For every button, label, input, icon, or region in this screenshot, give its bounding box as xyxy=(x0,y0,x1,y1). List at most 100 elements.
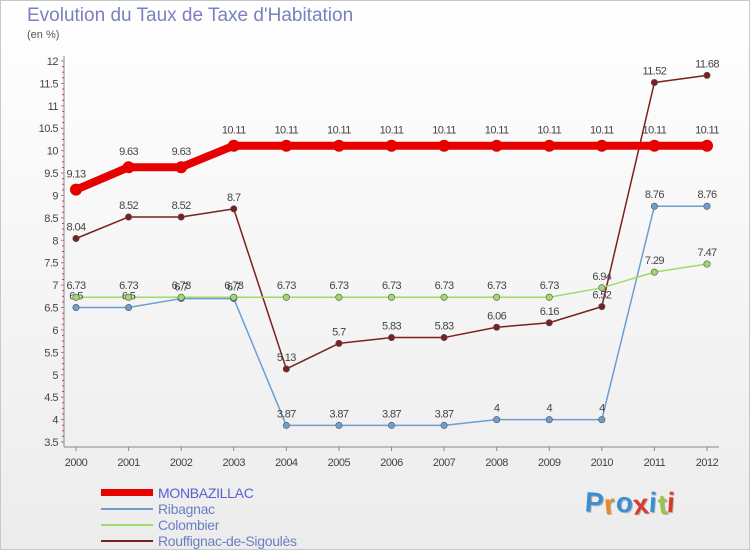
data-point xyxy=(440,293,448,301)
x-tick-label: 2004 xyxy=(275,457,298,469)
data-label: 7.47 xyxy=(697,247,716,259)
data-point xyxy=(650,202,658,210)
data-point xyxy=(438,139,451,152)
data-label: 6.73 xyxy=(66,280,85,292)
data-label: 6.73 xyxy=(382,280,401,292)
data-point xyxy=(387,334,395,342)
y-tick-label: 4.5 xyxy=(44,392,58,404)
series-line xyxy=(72,141,711,194)
data-point xyxy=(387,421,395,429)
data-point xyxy=(72,304,80,312)
data-point xyxy=(332,139,345,152)
data-label: 8.76 xyxy=(697,189,716,201)
data-label: 5.83 xyxy=(382,321,401,333)
data-label: 8.76 xyxy=(645,189,664,201)
data-label: 6.16 xyxy=(540,306,559,318)
data-point xyxy=(280,139,293,152)
data-label: 11.52 xyxy=(643,66,667,78)
data-point xyxy=(598,416,606,424)
data-point xyxy=(545,319,553,327)
x-tick-label: 2012 xyxy=(696,457,719,469)
data-label: 10.11 xyxy=(222,125,246,137)
legend-label-monbazillac: MONBAZILLAC xyxy=(158,485,254,501)
data-label: 6.73 xyxy=(329,280,348,292)
chart-unit: (en %) xyxy=(27,29,60,41)
data-label: 9.63 xyxy=(172,146,191,158)
series-line xyxy=(75,205,708,427)
data-point xyxy=(650,79,658,87)
data-label: 6.52 xyxy=(592,290,611,302)
data-point xyxy=(440,421,448,429)
data-point xyxy=(335,339,343,347)
data-label: 6.73 xyxy=(224,280,243,292)
legend-swatch-colombier xyxy=(101,524,153,526)
data-label: 3.87 xyxy=(329,408,348,420)
data-label: 10.11 xyxy=(274,125,298,137)
data-label: 10.11 xyxy=(643,125,667,137)
y-tick-label: 5.5 xyxy=(44,347,58,359)
data-point xyxy=(335,421,343,429)
data-label: 6.73 xyxy=(540,280,559,292)
data-label: 10.11 xyxy=(380,125,404,137)
legend-label-colombier: Colombier xyxy=(158,517,220,533)
proxiti-logo: Proxiti xyxy=(583,486,677,521)
data-point xyxy=(387,293,395,301)
data-label: 8.52 xyxy=(119,200,138,212)
data-point xyxy=(545,416,553,424)
y-tick-label: 6.5 xyxy=(44,303,58,315)
data-point xyxy=(230,293,238,301)
x-tick-label: 2005 xyxy=(328,457,351,469)
data-label: 6.73 xyxy=(435,280,454,292)
data-label: 5.7 xyxy=(332,326,346,338)
data-point xyxy=(175,161,188,174)
data-point xyxy=(227,139,240,152)
y-tick-label: 4 xyxy=(52,415,58,427)
data-point xyxy=(545,293,553,301)
data-point xyxy=(703,260,711,268)
data-label: 7.29 xyxy=(645,255,664,267)
data-point xyxy=(70,183,82,196)
y-tick-label: 6 xyxy=(52,325,58,337)
x-tick-label: 2001 xyxy=(117,457,140,469)
data-point xyxy=(543,139,556,152)
y-tick-label: 9.5 xyxy=(44,168,58,180)
data-point xyxy=(650,268,658,276)
data-label: 4 xyxy=(546,403,552,415)
data-label: 6.73 xyxy=(172,280,191,292)
data-label: 6.73 xyxy=(487,280,506,292)
data-label: 6.06 xyxy=(487,310,506,322)
y-tick-label: 9 xyxy=(52,190,58,202)
data-point xyxy=(490,139,503,152)
data-label: 3.87 xyxy=(277,408,296,420)
y-tick-label: 3.5 xyxy=(44,437,58,449)
legend-label-ribagnac: Ribagnac xyxy=(158,501,215,517)
data-label: 10.11 xyxy=(327,125,351,137)
data-point xyxy=(72,293,80,301)
data-point xyxy=(648,139,661,152)
y-tick-label: 11 xyxy=(48,101,59,113)
data-point xyxy=(598,284,606,292)
y-tick-label: 7 xyxy=(52,280,58,292)
data-point xyxy=(595,139,608,152)
y-tick-label: 8.5 xyxy=(44,213,58,225)
data-point xyxy=(335,293,343,301)
data-point xyxy=(493,293,501,301)
data-label: 8.04 xyxy=(66,222,85,234)
x-tick-label: 2010 xyxy=(591,457,614,469)
data-label: 5.13 xyxy=(277,352,296,364)
data-point xyxy=(122,161,135,174)
data-label: 4 xyxy=(494,403,500,415)
data-point xyxy=(440,334,448,342)
y-tick-label: 5 xyxy=(52,370,58,382)
data-point xyxy=(125,213,133,221)
legend-label-rouffignac: Rouffignac-de-Sigoulès xyxy=(158,533,297,549)
y-tick-label: 11.5 xyxy=(39,78,58,90)
data-point xyxy=(177,293,185,301)
data-point xyxy=(493,416,501,424)
data-label: 6.94 xyxy=(592,271,611,283)
x-tick-label: 2008 xyxy=(485,457,508,469)
data-label: 10.11 xyxy=(695,125,719,137)
data-label: 10.11 xyxy=(590,125,614,137)
data-label: 10.11 xyxy=(485,125,509,137)
